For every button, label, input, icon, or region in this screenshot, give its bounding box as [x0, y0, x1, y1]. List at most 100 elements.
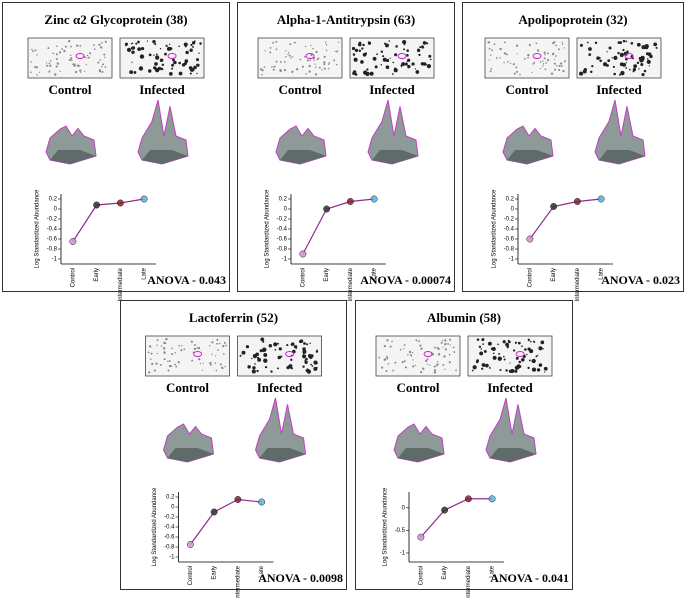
gel-spot: [485, 363, 489, 368]
gel-spot: [56, 62, 59, 65]
gel-spot: [185, 50, 189, 55]
gel-spot: [404, 366, 407, 369]
gel-spot: [490, 54, 492, 56]
gel-spot: [196, 63, 200, 67]
gel-spot: [70, 57, 73, 60]
gel-spot: [389, 57, 391, 59]
gel-spot: [362, 43, 365, 47]
gel-spot: [508, 369, 513, 374]
gel-spot: [517, 341, 521, 345]
gel-spot: [374, 65, 378, 69]
gel-spot: [414, 68, 417, 70]
y-axis-label: Log Standardized Abundance: [492, 189, 498, 268]
gel-spot: [55, 53, 58, 56]
gel-spot: [594, 41, 598, 45]
gel-spot: [315, 50, 318, 54]
gel-spot: [268, 344, 273, 348]
gel-spot: [150, 352, 153, 355]
panel-title: Albumin (58): [427, 310, 501, 325]
gel-spot: [527, 54, 530, 57]
gel-spot: [148, 69, 152, 73]
gel-spot: [63, 49, 66, 53]
gel-spot: [401, 361, 404, 364]
gel-spot: [524, 57, 526, 60]
gel-spot: [611, 57, 613, 59]
gel-spot: [358, 49, 362, 53]
gel-spot: [436, 363, 439, 366]
gel-spot: [262, 347, 267, 352]
gel-spot: [479, 351, 484, 356]
surface-shade: [372, 150, 418, 164]
gel-spot: [173, 60, 177, 65]
gel-spot: [385, 43, 389, 48]
x-tick-label: Late: [372, 267, 378, 279]
gel-spot: [447, 343, 449, 345]
gel-spot: [622, 48, 625, 52]
gel-spot: [154, 43, 157, 46]
gel-spot: [46, 64, 48, 67]
gel-spot: [69, 54, 72, 57]
mean-point: [234, 496, 242, 503]
gel-spot: [488, 41, 491, 44]
gel-spot: [529, 44, 531, 47]
gel-spot: [381, 366, 384, 369]
gel-spot: [190, 340, 193, 343]
gel-spot: [556, 65, 558, 67]
gel-spot: [505, 53, 508, 56]
y-tick-label: -0.6: [277, 237, 288, 243]
gel-spot: [193, 65, 197, 70]
gel-spot: [475, 360, 479, 364]
gel-spot: [87, 56, 90, 59]
y-tick-label: 0: [54, 207, 58, 213]
trend-line: [420, 498, 493, 538]
gel-spot: [563, 47, 566, 49]
gel-spot: [301, 66, 304, 69]
x-tick-label: Early: [94, 268, 100, 282]
gel-spot: [505, 342, 509, 347]
gel-spot: [516, 53, 518, 55]
gel-spot: [546, 59, 550, 62]
x-tick-label: Control: [527, 268, 533, 287]
gel-spot: [148, 371, 151, 374]
y-tick-label: 0: [402, 505, 406, 511]
gel-spot: [208, 345, 211, 347]
gel-spot: [150, 358, 152, 361]
gel-spot: [218, 342, 221, 345]
gel-spot: [579, 43, 583, 47]
gel-spot: [407, 58, 411, 62]
gel-spot: [480, 348, 483, 350]
gel-spot: [156, 344, 158, 346]
gel-spot: [55, 58, 58, 61]
mean-point: [550, 203, 558, 210]
gel-spot: [291, 70, 294, 73]
gel-spot: [198, 358, 201, 361]
gel-spot: [443, 355, 446, 358]
gel-spot: [171, 347, 173, 350]
gel-spot: [181, 344, 183, 347]
gel-spot: [544, 371, 546, 373]
gel-spot: [290, 57, 292, 59]
gel-spot: [386, 355, 388, 358]
gel-spot: [335, 63, 338, 66]
gel-spot: [78, 65, 81, 67]
gel-spot: [303, 342, 306, 345]
gel-spot: [163, 351, 166, 354]
gel-spot: [403, 348, 405, 350]
x-tick-label: Intermediate: [235, 565, 241, 598]
gel-spot: [612, 65, 615, 69]
gel-spot: [147, 351, 150, 354]
y-tick-label: 0.2: [279, 197, 288, 203]
gel-spot: [512, 63, 515, 66]
gel-spot: [553, 62, 556, 65]
y-tick-label: -0.6: [164, 535, 175, 541]
gel-spot: [299, 339, 304, 343]
y-axis-label: Log Standardized Abundance: [265, 189, 271, 268]
gel-spot: [86, 57, 88, 59]
gel-spot: [437, 353, 441, 356]
image-label: Infected: [257, 380, 303, 395]
panel: Alpha-1-Antitrypsin (63) Control Infected 0…: [237, 2, 455, 301]
gel-spot: [156, 69, 160, 73]
gel-spot: [264, 50, 266, 52]
mean-point: [186, 541, 194, 548]
gel-spot: [588, 47, 592, 51]
